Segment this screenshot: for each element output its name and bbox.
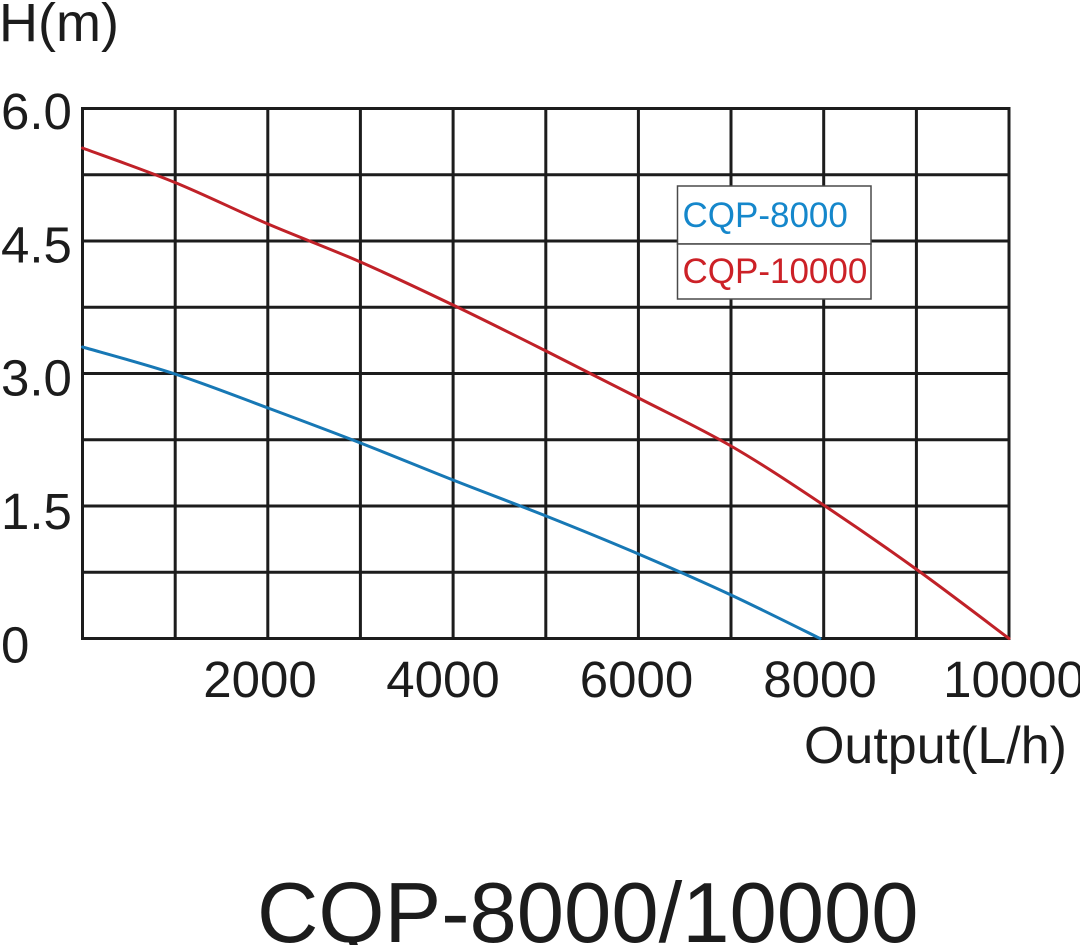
svg-text:CQP-8000: CQP-8000 — [683, 196, 848, 235]
svg-text:6000: 6000 — [580, 651, 693, 708]
svg-text:Output(L/h): Output(L/h) — [804, 717, 1067, 775]
svg-text:CQP-8000/10000: CQP-8000/10000 — [257, 866, 919, 945]
svg-text:4.5: 4.5 — [1, 216, 72, 273]
svg-text:2000: 2000 — [203, 651, 316, 708]
svg-text:H(m): H(m) — [0, 0, 119, 53]
svg-text:3.0: 3.0 — [1, 350, 72, 407]
svg-text:1.5: 1.5 — [1, 483, 72, 540]
svg-text:8000: 8000 — [763, 651, 876, 708]
svg-text:4000: 4000 — [386, 651, 499, 708]
svg-text:6.0: 6.0 — [1, 83, 72, 140]
svg-text:CQP-10000: CQP-10000 — [683, 252, 868, 291]
svg-text:10000: 10000 — [943, 651, 1080, 708]
svg-text:0: 0 — [1, 616, 29, 673]
